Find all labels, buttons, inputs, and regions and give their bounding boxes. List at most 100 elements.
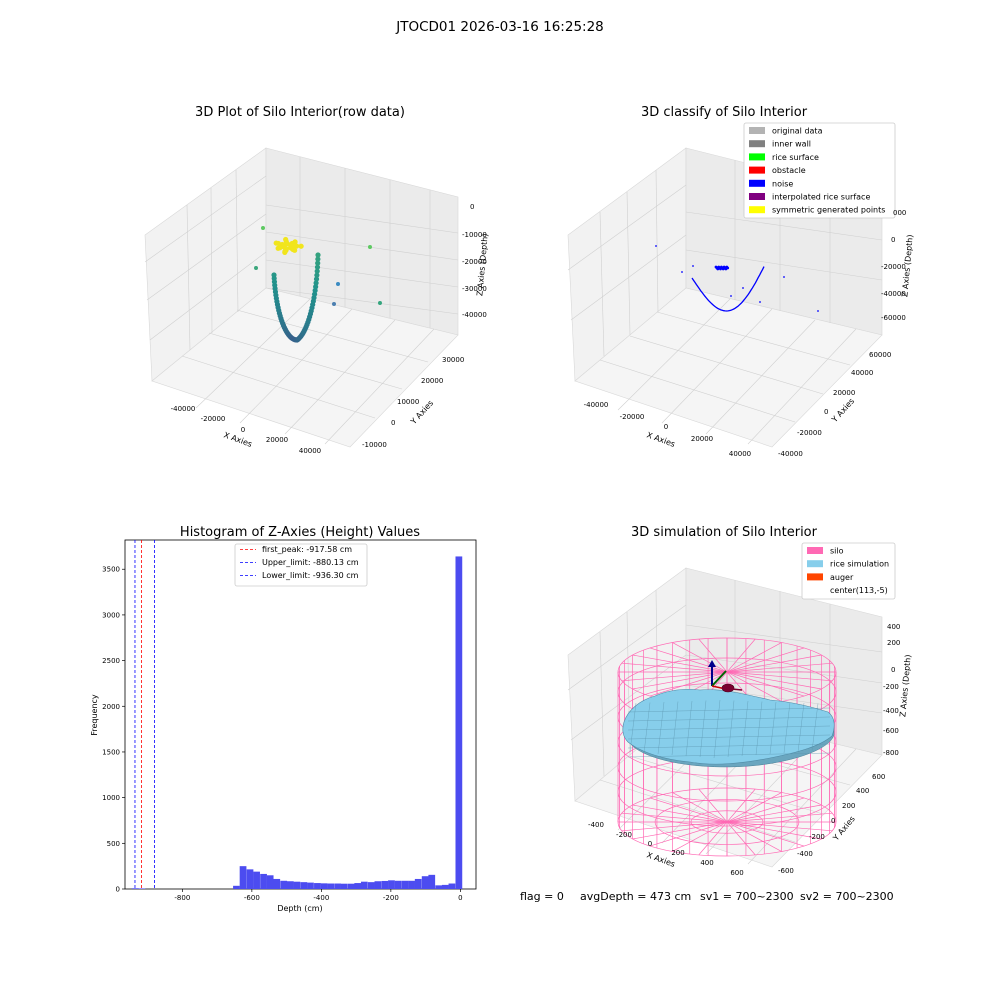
classify-legend-swatch: [749, 166, 765, 174]
simulation-title: 3D simulation of Silo Interior: [631, 525, 818, 540]
raw-data-point: [336, 282, 340, 286]
silo-floor-ring: [690, 810, 764, 834]
sim-z-label: Z Axies (Depth): [898, 654, 912, 717]
raw-x-tick: -40000: [171, 405, 196, 413]
classify-noise-point: [726, 266, 730, 270]
raw-data-point: [298, 243, 304, 249]
histogram-bar: [428, 874, 436, 889]
sim-z-tick: 0: [891, 666, 895, 674]
histogram-vlines: [134, 540, 155, 889]
rice-mesh-line: [627, 743, 831, 749]
rice-mesh-line: [699, 700, 707, 758]
raw-data-point: [378, 301, 382, 305]
histogram-bar: [354, 883, 362, 889]
auger-z-arrowhead: [708, 660, 716, 667]
histogram-bar: [307, 882, 314, 889]
classify-z-tick: 000: [893, 209, 906, 217]
sim-y-tick: 600: [872, 773, 885, 781]
rice-simulation-surface: [622, 688, 835, 768]
histogram-bar: [347, 883, 355, 889]
silo-floor-spoke: [621, 812, 728, 823]
silo-roof-spoke: [726, 671, 805, 697]
histogram-y-ticks: 0 500 1000 1500 2000 2500 3000 3500: [102, 566, 125, 894]
silo-roof-spoke: [726, 638, 756, 673]
silo-roof-spoke: [698, 638, 728, 673]
histogram-bar: [314, 883, 321, 889]
histogram-bar: [233, 885, 240, 889]
rice-mesh-line: [811, 703, 819, 752]
footer-sv1: sv1 = 700~2300: [700, 890, 794, 903]
silo-floor-ring: [654, 799, 800, 845]
silo-roof-spoke: [726, 671, 822, 690]
histogram-bar: [300, 882, 308, 889]
raw-points: [254, 226, 382, 343]
sim-y-tick: 200: [842, 802, 855, 810]
raw-z-tick: -20000: [462, 258, 487, 266]
raw-z-tick: -30000: [462, 285, 487, 293]
auger-x-arrow: [711, 670, 727, 687]
raw-data-point: [283, 236, 289, 243]
histogram-bar: [381, 880, 389, 889]
classify-noise-point: [730, 295, 732, 297]
raw-x-label: X Axies: [222, 430, 253, 449]
classify-points: [655, 245, 819, 312]
histogram-bar: [253, 871, 260, 889]
silo-floor-spoke: [726, 821, 805, 847]
classify-x-ticks: -40000 -20000 0 20000 40000: [584, 401, 752, 458]
raw-data-point: [314, 272, 320, 278]
silo-roof-spoke: [621, 671, 728, 682]
raw-z-ticks: 0 -10000 -20000 -30000 -40000: [462, 203, 487, 319]
raw-x-tick: 0: [241, 426, 245, 434]
classify-legend-swatch: [749, 179, 765, 187]
histogram-bar: [394, 880, 402, 889]
simulation-legend-label: rice simulation: [830, 560, 889, 569]
raw-data-point: [315, 256, 321, 262]
raw-y-tick: 30000: [442, 356, 464, 364]
footer-sv2: sv2 = 700~2300: [800, 890, 894, 903]
silo-floor-spoke: [726, 788, 756, 823]
rice-mesh-line: [783, 702, 791, 754]
histogram-bar: [435, 885, 443, 889]
classify-x-label: X Axies: [645, 430, 676, 449]
sim-z-tick: 200: [887, 639, 900, 647]
classify-legend-label: obstacle: [772, 166, 806, 175]
histogram-bar: [374, 881, 382, 889]
sim-x-tick: 200: [671, 849, 684, 857]
classify-noise-point: [742, 287, 744, 289]
rice-mesh-line: [657, 701, 665, 755]
silo-roof-spoke: [621, 662, 728, 673]
auger: [708, 660, 743, 693]
silo-floor-spoke: [698, 821, 728, 856]
classify-y-tick: 0: [824, 408, 828, 416]
raw-x-ticks: -40000 -20000 0 20000 40000: [171, 405, 322, 455]
silo-floor-spoke: [726, 821, 833, 832]
histogram-x-ticks: -800 -600 -400 -200 0: [174, 889, 463, 902]
histogram-bar: [320, 883, 328, 889]
sim-x-tick: 600: [730, 869, 743, 877]
histogram-bars: [131, 556, 463, 889]
sim-y-tick: 400: [856, 787, 869, 795]
histogram-legend-label: Lower_limit: -936.30 cm: [262, 571, 359, 580]
histogram-bar: [401, 880, 409, 889]
histogram-y-tick: 3500: [102, 566, 120, 574]
classify-legend-frame: [743, 122, 896, 219]
classify-z-tick: 0: [891, 236, 895, 244]
classify-legend: original data inner wall rice surface obsta…: [743, 122, 896, 219]
classify-noise-point: [692, 265, 694, 267]
classify-y-ticks: -40000 -20000 0 20000 40000 60000: [778, 351, 891, 458]
classify-noise-curve: [691, 266, 765, 312]
rice-mesh-line: [627, 734, 831, 740]
histogram-bar: [340, 883, 348, 889]
silo-floor-spoke: [726, 812, 833, 823]
sim-x-ticks: -400 -200 0 200 400 600: [588, 821, 744, 877]
histogram-y-tick: 3000: [102, 611, 120, 619]
histogram-bar: [408, 880, 415, 889]
silo-roof-spoke: [649, 671, 728, 697]
simulation-legend-frame: [801, 542, 896, 600]
classify-legend-label: symmetric generated points: [772, 206, 885, 215]
silo-floor-spoke: [698, 788, 728, 823]
sim-z-tick: -200: [883, 683, 899, 691]
raw-x-tick: 40000: [299, 447, 321, 455]
histogram-x-tick: 0: [458, 894, 462, 902]
sim-y-tick: -400: [797, 850, 813, 858]
